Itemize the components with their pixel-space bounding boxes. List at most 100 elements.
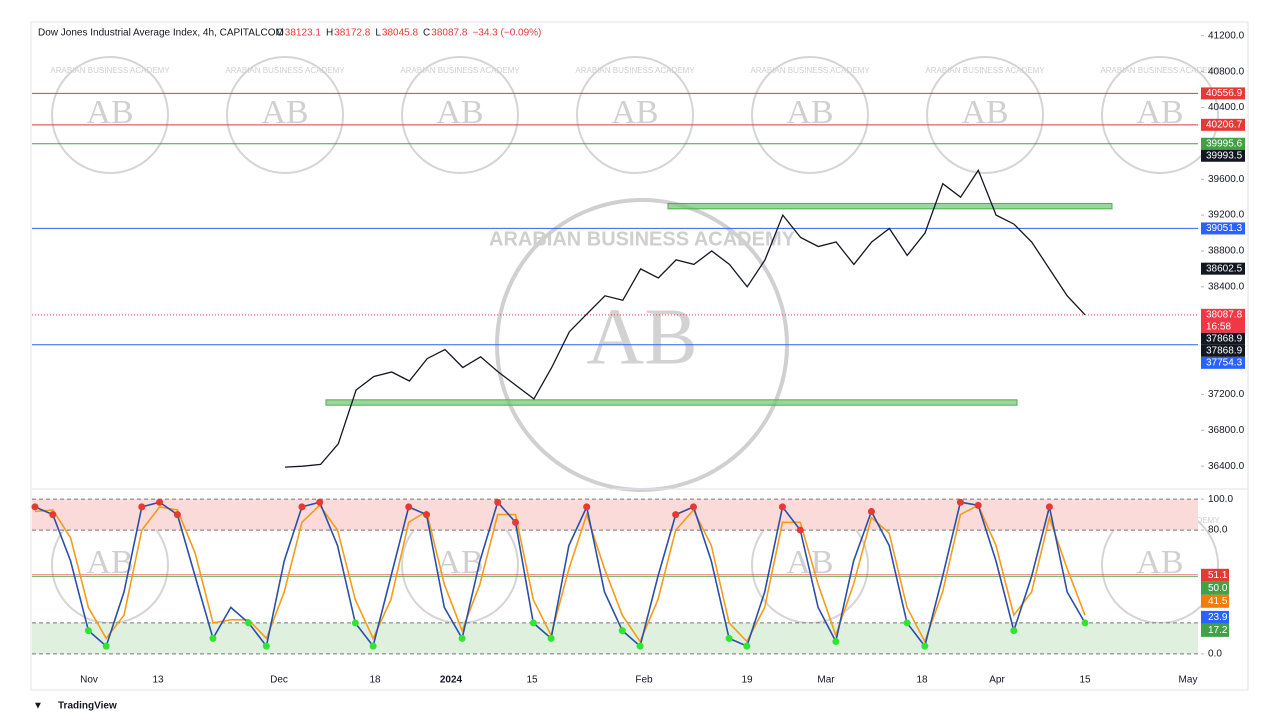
tv-logo: ▼ [33,701,43,712]
x-tick-label: 13 [152,675,164,686]
overbought-dot [689,503,697,511]
ohlc-value: 38123.1 [285,28,322,39]
level-label: 41.5 [1208,596,1228,607]
level-badge [1201,332,1245,345]
watermark-text: ARABIAN BUSINESS ACADEMY [400,66,520,75]
level-label: 37868.9 [1206,345,1243,356]
oversold-dot [743,642,751,650]
ohlc-change: −34.3 (−0.09%) [472,28,541,39]
level-label: 38087.8 [1206,309,1243,320]
level-badge [1201,623,1229,637]
y-tick-label: 40800.0 [1208,66,1245,77]
ohlc-value: 38045.8 [382,28,419,39]
y-tick-label: 39200.0 [1208,210,1245,221]
watermark-text: ARABIAN BUSINESS ACADEMY [489,228,796,250]
x-tick-label: 18 [369,675,381,686]
level-label: 37868.9 [1206,333,1243,344]
oscillator-line [34,500,1086,648]
overbought-dot [672,511,680,519]
overbought-dot [298,503,306,511]
x-tick-label: May [1179,675,1198,686]
watermark-ring [51,56,169,174]
x-tick-label: Apr [989,675,1005,686]
overbought-dot [156,498,164,506]
level-label: 39051.3 [1206,223,1243,234]
level-label: 37754.3 [1206,357,1243,368]
overbought-dot [138,503,146,511]
level-label: 38602.5 [1206,263,1243,274]
oversold-dot [1010,627,1018,635]
watermark-ring [401,56,519,174]
x-tick-label: Nov [80,675,98,686]
oversold-dot [209,634,217,642]
overbought-dot [316,498,324,506]
oversold-dot [636,642,644,650]
band [32,622,1198,654]
watermark-text: ARABIAN BUSINESS ACADEMY [925,66,1045,75]
y-tick-label: 37200.0 [1208,389,1245,400]
oversold-dot [529,619,537,627]
watermark-ring [1101,56,1219,174]
ohlc-name: H [326,28,333,39]
zone [325,399,1018,406]
level-label: 51.1 [1208,570,1228,581]
oversold-dot [262,642,270,650]
overbought-dot [796,526,804,534]
overbought-dot [512,518,520,526]
band [32,499,1198,531]
x-tick-label: 15 [1079,675,1091,686]
ohlc-name: C [423,28,430,39]
y-tick-label: 38400.0 [1208,281,1245,292]
oversold-dot [921,642,929,650]
x-tick-label: Mar [817,675,835,686]
overbought-dot [778,503,786,511]
level-badge [1201,137,1245,150]
x-tick-label: Feb [635,675,653,686]
level-label: 40556.9 [1206,88,1243,99]
watermark-text: ARABIAN BUSINESS ACADEMY [1100,66,1220,75]
oversold-dot [1081,619,1089,627]
ohlc-value: 38087.8 [431,28,468,39]
x-tick-label: 18 [916,675,928,686]
oversold-dot [903,619,911,627]
overbought-dot [494,498,502,506]
watermark-ring [751,56,869,174]
zone [667,202,1113,210]
oversold-dot [458,634,466,642]
y-tick-label: 36800.0 [1208,425,1245,436]
level-badge [1201,581,1229,595]
overbought-dot [423,511,431,519]
level-badge [1201,356,1245,369]
oversold-dot [832,637,840,645]
level-label: 17.2 [1208,625,1228,636]
level-label: 23.9 [1208,612,1228,623]
x-tick-label: 2024 [440,675,463,686]
level-badge [1201,222,1245,235]
ohlc-value: 38172.8 [334,28,371,39]
footer-brand: TradingView [58,701,117,712]
watermark-ring [226,56,344,174]
y-tick-label: 39600.0 [1208,174,1245,185]
x-tick-label: Dec [270,675,288,686]
level-badge [1201,87,1245,100]
watermark-logo: AB [586,293,697,381]
y-tick-label: 80.0 [1208,525,1228,536]
level-badge [1201,610,1229,624]
overbought-dot [173,511,181,519]
x-tick-label: 15 [526,675,538,686]
oversold-dot [618,627,626,635]
overbought-dot [31,503,39,511]
oscillator-line [34,504,1086,644]
y-tick-label: 38800.0 [1208,246,1245,257]
level-badge [1201,308,1245,333]
chart-title: Dow Jones Industrial Average Index, 4h, … [38,28,284,39]
watermark-ring [926,56,1044,174]
x-tick-label: 19 [741,675,753,686]
y-tick-label: 40400.0 [1208,102,1245,113]
level-badge [1201,149,1245,162]
ohlc-name: L [375,28,381,39]
oversold-dot [245,619,253,627]
y-tick-label: 41200.0 [1208,30,1245,41]
